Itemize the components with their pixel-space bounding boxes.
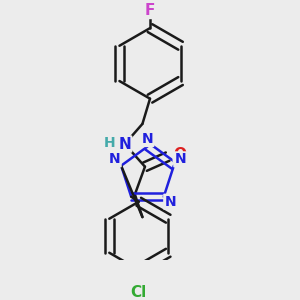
Text: O: O (174, 147, 187, 162)
Text: Cl: Cl (130, 285, 147, 300)
Text: N: N (142, 132, 153, 146)
Text: N: N (109, 152, 121, 167)
Text: N: N (118, 136, 131, 152)
Text: H: H (104, 136, 116, 150)
Text: N: N (164, 195, 176, 209)
Text: F: F (145, 3, 155, 18)
Text: N: N (174, 152, 186, 167)
